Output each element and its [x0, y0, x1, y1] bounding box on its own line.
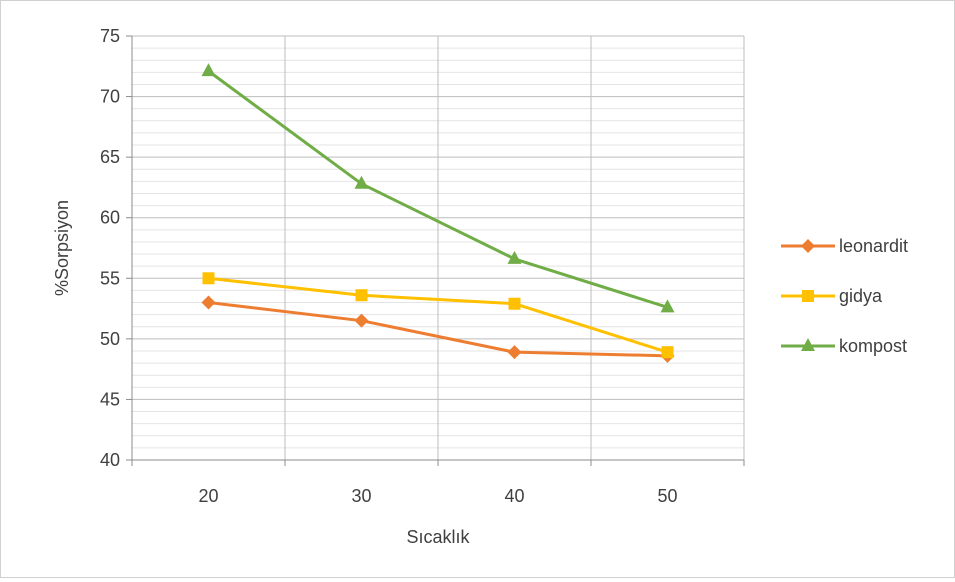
data-point-kompost [354, 175, 369, 189]
legend-item-kompost: kompost [781, 336, 907, 356]
data-point-kompost [660, 299, 675, 313]
y-tick-label: 50 [100, 329, 120, 349]
data-point-leonardit [201, 295, 216, 310]
y-tick-label: 70 [100, 87, 120, 107]
axes [126, 35, 745, 466]
series-group [201, 63, 675, 363]
legend-marker [801, 338, 815, 351]
series-line [207, 69, 668, 309]
y-tick-label: 55 [100, 268, 120, 288]
legend-label: leonardit [839, 236, 908, 256]
y-tick-label: 40 [100, 450, 120, 470]
series-gidya [202, 272, 674, 359]
y-tick-label: 65 [100, 147, 120, 167]
series-line [208, 301, 668, 358]
x-tick-label: 50 [657, 486, 677, 506]
legend-label: kompost [839, 336, 907, 356]
data-point-kompost [507, 250, 522, 264]
x-axis-label: Sıcaklık [406, 527, 470, 547]
data-point-leonardit [354, 313, 369, 328]
tick-labels: 40 45 50 55 60 65 70 75 20 30 40 50 [100, 26, 678, 506]
y-tick-label: 45 [100, 389, 120, 409]
legend-label: gidya [839, 286, 883, 306]
x-tick-label: 40 [504, 486, 524, 506]
x-tick-label: 20 [198, 486, 218, 506]
legend-item-leonardit: leonardit [781, 236, 908, 256]
y-tick-label: 75 [100, 26, 120, 46]
series-line [208, 276, 668, 354]
data-point-gidya [355, 289, 368, 302]
legend-marker [802, 290, 814, 302]
y-tick-label: 60 [100, 208, 120, 228]
legend-marker [801, 239, 815, 253]
x-tick-label: 30 [351, 486, 371, 506]
data-point-kompost [201, 63, 216, 77]
data-point-gidya [202, 272, 215, 285]
data-point-gidya [661, 346, 674, 359]
series-kompost [201, 63, 675, 313]
legend-item-gidya: gidya [781, 286, 883, 306]
legend: leonardit gidya kompost [781, 236, 908, 356]
y-axis-label: %Sorpsiyon [52, 200, 72, 296]
data-point-leonardit [507, 345, 522, 360]
gridlines [131, 35, 745, 461]
data-point-gidya [508, 297, 521, 310]
